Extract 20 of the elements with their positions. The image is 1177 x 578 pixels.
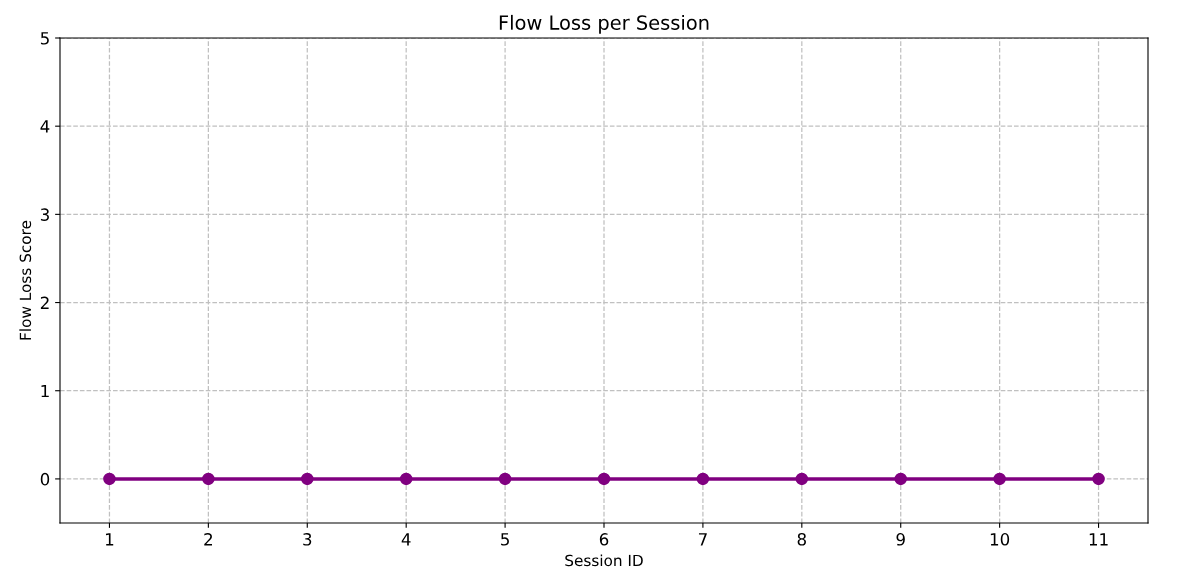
y-tick-label: 0 [40, 472, 50, 486]
y-tick-label: 2 [40, 296, 49, 309]
y-tick-label: 5 [40, 32, 49, 45]
x-tick-label: 9 [896, 533, 905, 546]
x-tick-label: 11 [1089, 533, 1108, 546]
x-axis-title: Session ID [565, 554, 643, 567]
y-tick-label: 3 [40, 208, 49, 221]
x-tick-label: 4 [401, 533, 411, 546]
y-axis-title: Flow Loss Score [19, 220, 32, 340]
x-tick-label: 3 [303, 533, 312, 546]
x-tick-label: 10 [990, 533, 1010, 546]
x-tick-label: 1 [105, 533, 114, 546]
y-tick-label: 1 [41, 384, 49, 398]
chart-title: Flow Loss per Session [499, 14, 709, 34]
y-tick-label: 4 [40, 120, 50, 133]
x-tick-label: 6 [599, 533, 609, 546]
x-tick-label: 8 [797, 533, 806, 546]
x-tick-label: 5 [501, 533, 509, 546]
x-tick-label: 2 [204, 533, 212, 546]
x-tick-label: 7 [698, 533, 707, 546]
